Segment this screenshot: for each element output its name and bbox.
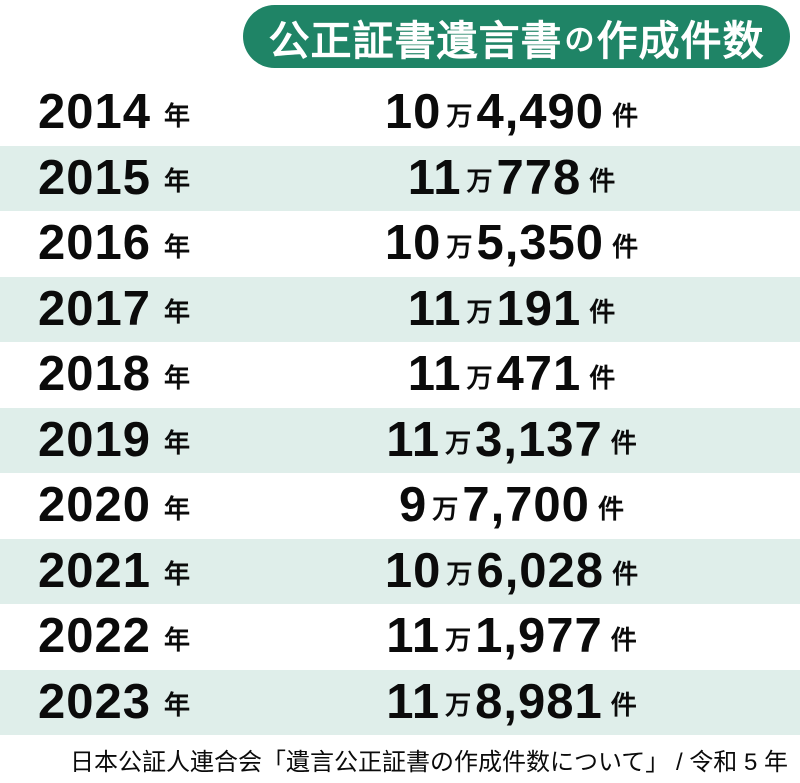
table-row: 2016 年 10 万 5,350 件 <box>0 211 800 277</box>
table-row: 2015 年 11 万 778 件 <box>0 145 800 211</box>
year-unit-label: 年 <box>164 362 191 393</box>
year-value: 2018 <box>38 347 152 402</box>
year-cell: 2017 年 <box>0 281 263 336</box>
count-cell: 9 万 7,700 件 <box>263 481 800 530</box>
man-unit-label: 万 <box>466 166 493 197</box>
count-man-value: 10 <box>384 216 442 271</box>
page-title-particle: の <box>564 23 595 57</box>
year-unit-label: 年 <box>164 231 191 262</box>
year-value: 2017 <box>38 281 152 336</box>
year-unit-label: 年 <box>164 624 191 655</box>
table-row: 2022 年 11 万 1,977 件 <box>0 604 800 670</box>
man-unit-label: 万 <box>446 231 473 262</box>
year-value: 2022 <box>38 609 152 664</box>
year-unit-label: 年 <box>164 166 191 197</box>
year-value: 2016 <box>38 216 152 271</box>
count-rest-value: 5,350 <box>476 216 605 271</box>
year-cell: 2016 年 <box>0 219 263 268</box>
year-cell: 2020 年 <box>0 481 263 530</box>
count-man-value: 11 <box>386 412 441 467</box>
page-title-main: 公正証書遺言書 <box>268 17 563 64</box>
count-rest-value: 3,137 <box>475 412 603 467</box>
year-unit-label: 年 <box>164 428 191 459</box>
count-man-value: 10 <box>384 543 442 598</box>
table-row: 2017 年 11 万 191 件 <box>0 276 800 342</box>
year-cell: 2014 年 <box>0 88 263 137</box>
year-value: 2014 <box>38 85 152 140</box>
year-unit-label: 年 <box>164 297 191 328</box>
count-cell: 11 万 1,977 件 <box>263 612 800 661</box>
page-title-tail: 作成件数 <box>596 17 765 64</box>
man-unit-label: 万 <box>466 362 493 393</box>
man-unit-label: 万 <box>445 624 472 655</box>
count-unit-label: 件 <box>597 493 624 524</box>
count-cell: 11 万 471 件 <box>263 350 800 399</box>
count-rest-value: 8,981 <box>475 674 603 729</box>
man-unit-label: 万 <box>446 100 473 131</box>
count-unit-label: 件 <box>612 559 639 590</box>
count-unit-label: 件 <box>589 297 616 328</box>
man-unit-label: 万 <box>445 428 472 459</box>
year-value: 2020 <box>38 478 152 533</box>
source-note: 日本公証人連合会「遺言公正証書の作成件数について」 / 令和 5 年 <box>70 748 788 776</box>
count-man-value: 11 <box>407 281 462 336</box>
count-cell: 10 万 6,028 件 <box>263 543 800 598</box>
count-rest-value: 471 <box>496 347 582 402</box>
count-cell: 10 万 5,350 件 <box>263 219 800 268</box>
count-cell: 11 万 8,981 件 <box>263 674 800 729</box>
table-row: 2014 年 10 万 4,490 件 <box>0 80 800 146</box>
count-man-value: 10 <box>384 85 442 140</box>
year-cell: 2019 年 <box>0 412 263 467</box>
count-man-value: 11 <box>386 674 441 729</box>
count-rest-value: 6,028 <box>476 543 605 598</box>
man-unit-label: 万 <box>466 297 493 328</box>
count-rest-value: 1,977 <box>475 609 603 664</box>
year-value: 2021 <box>38 543 152 598</box>
count-cell: 10 万 4,490 件 <box>263 88 800 137</box>
table-row: 2020 年 9 万 7,700 件 <box>0 473 800 539</box>
year-value: 2019 <box>38 412 152 467</box>
year-cell: 2021 年 <box>0 543 263 598</box>
count-unit-label: 件 <box>612 100 639 131</box>
year-cell: 2018 年 <box>0 350 263 399</box>
year-unit-label: 年 <box>164 559 191 590</box>
year-cell: 2023 年 <box>0 674 263 729</box>
man-unit-label: 万 <box>446 559 473 590</box>
count-unit-label: 件 <box>610 428 637 459</box>
man-unit-label: 万 <box>445 690 472 721</box>
wills-count-table: 2014 年 10 万 4,490 件 2015 年 11 万 778 件 <box>0 80 800 735</box>
year-cell: 2015 年 <box>0 150 263 205</box>
title-badge: 公正証書遺言書 の 作成件数 <box>243 5 790 68</box>
count-unit-label: 件 <box>610 624 637 655</box>
count-rest-value: 778 <box>496 150 582 205</box>
count-man-value: 11 <box>407 347 462 402</box>
year-unit-label: 年 <box>164 690 191 721</box>
year-value: 2015 <box>38 150 152 205</box>
year-value: 2023 <box>38 674 152 729</box>
count-unit-label: 件 <box>589 166 616 197</box>
count-unit-label: 件 <box>610 690 637 721</box>
year-unit-label: 年 <box>164 493 191 524</box>
count-cell: 11 万 3,137 件 <box>263 412 800 467</box>
man-unit-label: 万 <box>432 493 459 524</box>
table-row: 2023 年 11 万 8,981 件 <box>0 669 800 735</box>
table-row: 2019 年 11 万 3,137 件 <box>0 407 800 473</box>
count-man-value: 9 <box>399 478 428 533</box>
year-unit-label: 年 <box>164 100 191 131</box>
count-cell: 11 万 778 件 <box>263 150 800 205</box>
count-man-value: 11 <box>407 150 462 205</box>
count-unit-label: 件 <box>589 362 616 393</box>
table-row: 2021 年 10 万 6,028 件 <box>0 538 800 604</box>
count-man-value: 11 <box>386 609 441 664</box>
count-rest-value: 7,700 <box>462 478 590 533</box>
count-unit-label: 件 <box>612 231 639 262</box>
year-cell: 2022 年 <box>0 612 263 661</box>
table-row: 2018 年 11 万 471 件 <box>0 342 800 408</box>
count-rest-value: 4,490 <box>476 85 605 140</box>
count-rest-value: 191 <box>496 281 582 336</box>
count-cell: 11 万 191 件 <box>263 281 800 336</box>
